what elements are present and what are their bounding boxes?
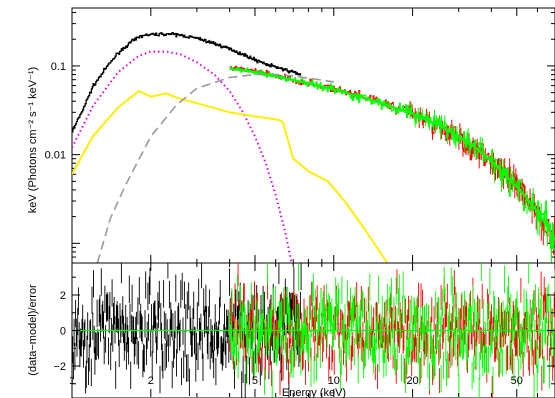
residuals-x-ticks: 1 2 5 10 20 50: [69, 263, 555, 397]
spectrum-y-axis-label: keV (Photons cm⁻² s⁻¹ keV⁻¹): [27, 67, 39, 213]
spectrum-model-thermal: [72, 50, 293, 263]
residuals-y-ticks: −2 0 2: [53, 276, 555, 385]
spectrum-series: [72, 32, 555, 263]
spectrum-y-tick-label: 0.1: [51, 61, 66, 73]
residuals-y-tick-label: 2: [60, 290, 66, 302]
spectrum-data-data_high: [229, 67, 555, 250]
spectrum-model-reflection: [72, 89, 389, 263]
spectrum-x-ticks: [71, 8, 555, 263]
spectrum-data-data_low: [72, 32, 302, 133]
spectrum-panel: 0.01 0.1 keV (Photons cm⁻² s⁻¹ keV⁻¹): [27, 7, 555, 264]
x-tick-label: 10: [328, 375, 340, 387]
spectrum-plot-area: [71, 7, 555, 264]
residuals-y-tick-label: 0: [60, 326, 66, 338]
residuals-y-tick-label: −2: [53, 361, 66, 373]
x-tick-label: 5: [252, 375, 258, 387]
spectrum-y-ticks: 0.01 0.1: [45, 12, 555, 264]
x-tick-label: 20: [406, 375, 418, 387]
x-tick-label: 50: [511, 375, 523, 387]
residuals-y-axis-label: (data−model)/error: [27, 284, 39, 376]
spectrum-y-tick-label: 0.01: [45, 150, 66, 162]
x-tick-label: 2: [148, 375, 154, 387]
residuals-resid_high: [229, 263, 555, 398]
spectrum-model-total: [229, 67, 555, 241]
x-tick-label: 1: [69, 375, 75, 387]
residuals-panel: 1 2 5 10 20 50 −2 0 2 (data−model)/error Energy…: [27, 262, 555, 398]
spectrum-model-powerlaw: [96, 73, 334, 263]
x-axis-label: Energy (keV): [282, 387, 346, 398]
residuals-series: [72, 263, 555, 398]
spectrum-data-data_mid: [229, 65, 555, 245]
